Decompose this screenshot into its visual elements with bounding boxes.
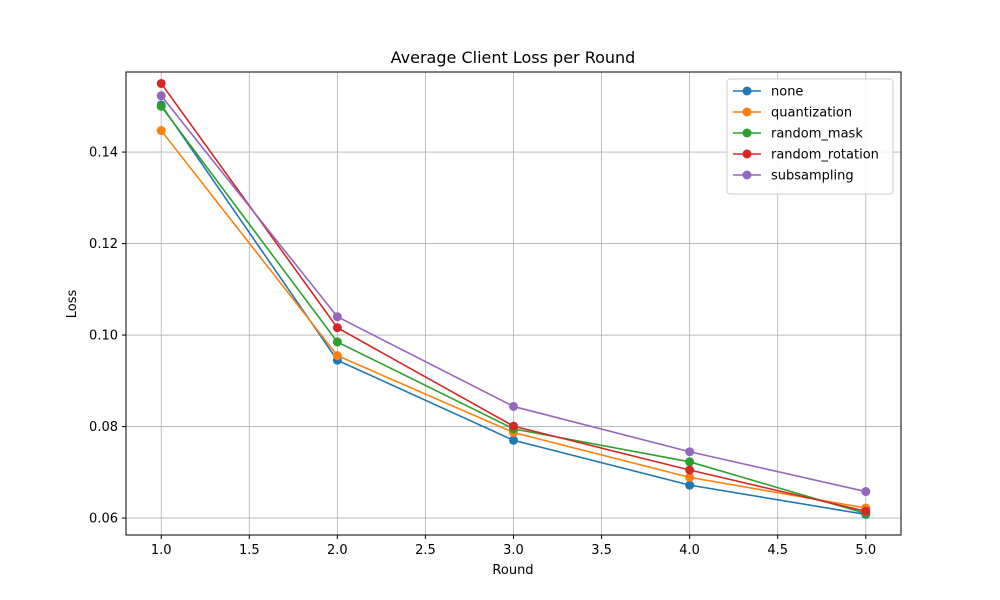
- legend-swatch-marker: [742, 86, 752, 96]
- y-tick-label: 0.08: [89, 420, 118, 435]
- data-point-random-rotation: [332, 323, 342, 333]
- y-axis-ticks: 0.06 0.08 0.10 0.12 0.14: [89, 146, 126, 527]
- data-point-quantization: [332, 351, 342, 361]
- x-tick-label: 3.0: [503, 543, 524, 558]
- legend-entry-none: none: [733, 85, 803, 100]
- data-point-subsampling: [156, 91, 166, 101]
- y-tick-label: 0.06: [89, 512, 118, 527]
- data-point-subsampling: [685, 447, 695, 457]
- data-point-none: [509, 435, 518, 445]
- data-point-random-rotation: [861, 506, 871, 516]
- legend-swatch-marker: [742, 170, 752, 180]
- data-point-none: [685, 480, 695, 490]
- x-tick-label: 2.5: [415, 543, 436, 558]
- legend-entry-quantization: quantization: [733, 106, 852, 121]
- legend-label: none: [771, 85, 803, 100]
- y-axis-label: Loss: [65, 290, 80, 319]
- data-point-quantization: [156, 126, 166, 136]
- legend-label: random_mask: [771, 127, 863, 142]
- y-tick-label: 0.14: [89, 146, 118, 161]
- legend-swatch-marker: [742, 128, 752, 138]
- series-layer: [156, 78, 871, 519]
- data-point-random-mask: [156, 101, 166, 111]
- x-axis-label: Round: [492, 563, 533, 578]
- data-point-subsampling: [332, 312, 342, 322]
- legend-entry-subsampling: subsampling: [733, 169, 854, 184]
- legend: none quantization random_mask random_rotati…: [726, 78, 894, 195]
- legend-label: quantization: [771, 106, 852, 121]
- x-tick-label: 5.0: [855, 543, 876, 558]
- y-tick-label: 0.12: [89, 237, 118, 252]
- x-tick-label: 2.0: [327, 543, 348, 558]
- x-tick-label: 1.5: [239, 543, 260, 558]
- x-tick-label: 3.5: [591, 543, 612, 558]
- x-tick-label: 4.0: [679, 543, 700, 558]
- chart-title: Average Client Loss per Round: [391, 48, 636, 67]
- legend-entry-random-rotation: random_rotation: [733, 148, 879, 163]
- legend-label: subsampling: [771, 169, 854, 184]
- legend-frame: [726, 78, 894, 195]
- legend-entry-random-mask: random_mask: [733, 127, 863, 142]
- data-point-random-rotation: [156, 78, 166, 88]
- data-point-random-mask: [332, 337, 342, 347]
- x-tick-label: 1.0: [151, 543, 172, 558]
- series-subsampling: [156, 91, 871, 497]
- data-point-random-rotation: [685, 465, 695, 475]
- data-point-quantization: [685, 472, 695, 482]
- legend-label: random_rotation: [771, 148, 879, 163]
- y-tick-label: 0.10: [89, 329, 118, 344]
- legend-swatch-marker: [742, 149, 752, 159]
- series-random-rotation: [156, 78, 871, 516]
- data-point-subsampling: [861, 487, 871, 497]
- legend-swatch-marker: [742, 107, 752, 117]
- data-point-random-mask: [685, 457, 695, 467]
- x-tick-label: 4.5: [767, 543, 788, 558]
- x-axis-ticks: 1.0 1.5 2.0 2.5 3.0 3.5 4.0 4.5 5.0: [151, 535, 876, 558]
- data-point-subsampling: [509, 401, 518, 411]
- data-point-random-rotation: [509, 421, 518, 431]
